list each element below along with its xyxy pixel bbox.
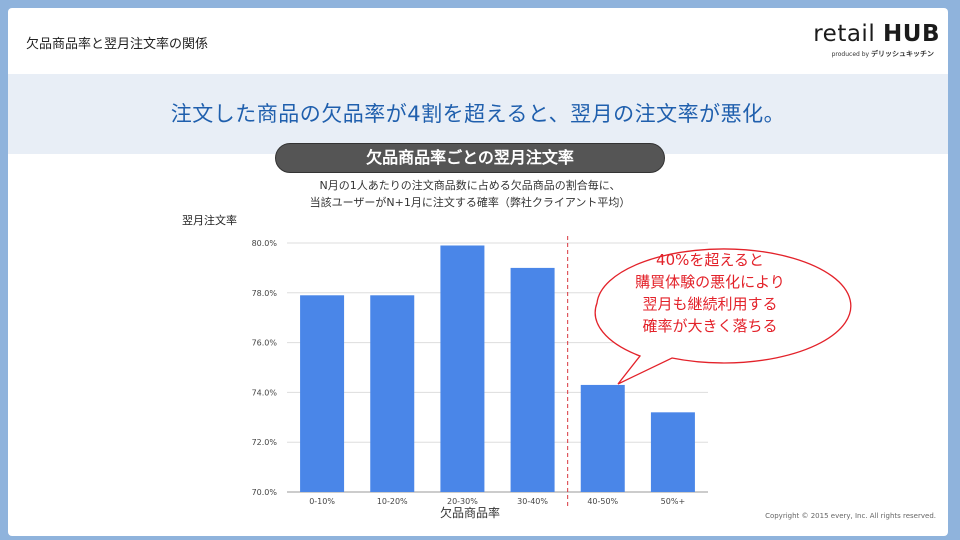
y-tick-label: 72.0%	[252, 438, 278, 447]
headline-band: 注文した商品の欠品率が4割を超えると、翌月の注文率が悪化。	[8, 74, 948, 154]
callout-line-1: 40%を超えると	[656, 251, 764, 269]
copyright: Copyright © 2015 every, Inc. All rights …	[765, 512, 936, 520]
logo-wordmark-bold: HUB	[883, 21, 940, 47]
chart-subtitle-line-2: 当該ユーザーがN+1月に注文する確率（弊社クライアント平均）	[309, 196, 631, 209]
x-tick-label: 20-30%	[447, 497, 478, 506]
logo-produced-by: produced by デリッシュキッチン	[800, 49, 934, 59]
x-tick-label: 30-40%	[517, 497, 548, 506]
bar-0-10%	[300, 295, 345, 492]
logo-sub-prefix: produced by	[831, 51, 871, 58]
x-tick-label: 40-50%	[587, 497, 618, 506]
callout-line-3: 翌月も継続利用する	[642, 295, 778, 313]
x-axis-label: 欠品商品率	[439, 506, 500, 520]
logo-wordmark-plain: retail	[813, 21, 884, 47]
logo-wordmark: retail HUB	[800, 20, 940, 48]
x-tick-label: 10-20%	[377, 497, 408, 506]
callout-line-4: 確率が大きく落ちる	[642, 317, 778, 335]
y-tick-label: 78.0%	[252, 289, 278, 298]
bar-50%+	[650, 412, 695, 492]
y-tick-label: 70.0%	[252, 488, 278, 497]
headline: 注文した商品の欠品率が4割を超えると、翌月の注文率が悪化。	[170, 102, 786, 126]
retail-hub-logo: retail HUB produced by デリッシュキッチン	[800, 20, 940, 70]
logo-sub-brand: デリッシュキッチン	[871, 50, 934, 58]
y-tick-label: 76.0%	[252, 339, 278, 348]
x-tick-label: 50%+	[661, 497, 685, 506]
chart-subtitle-line-1: N月の1人あたりの注文商品数に占める欠品商品の割合毎に、	[319, 179, 621, 192]
y-tick-labels: 70.0% 72.0% 74.0% 76.0% 78.0% 80.0%	[252, 239, 278, 497]
y-tick-label: 80.0%	[252, 239, 278, 248]
x-tick-label: 0-10%	[309, 497, 335, 506]
y-axis-label: 翌月注文率	[182, 214, 237, 227]
y-tick-label: 74.0%	[252, 388, 278, 397]
callout-bubble	[594, 248, 852, 385]
chart-subtitle: N月の1人あたりの注文商品数に占める欠品商品の割合毎に、 当該ユーザーがN+1月…	[230, 177, 710, 211]
callout-text: 40%を超えると 購買体験の悪化により 翌月も継続利用する 確率が大きく落ちる	[592, 249, 828, 337]
slide-title: 欠品商品率と翌月注文率の関係	[26, 37, 209, 52]
bar-10-20%	[370, 295, 415, 492]
bar-30-40%	[510, 267, 555, 492]
chart-title-pill: 欠品商品率ごとの翌月注文率	[275, 143, 665, 173]
callout-line-2: 購買体験の悪化により	[635, 273, 785, 291]
bars	[300, 245, 695, 492]
bar-20-30%	[440, 245, 485, 492]
bar-40-50%	[580, 384, 625, 492]
x-tick-labels: 0-10% 10-20% 20-30% 30-40% 40-50% 50%+	[309, 497, 685, 506]
